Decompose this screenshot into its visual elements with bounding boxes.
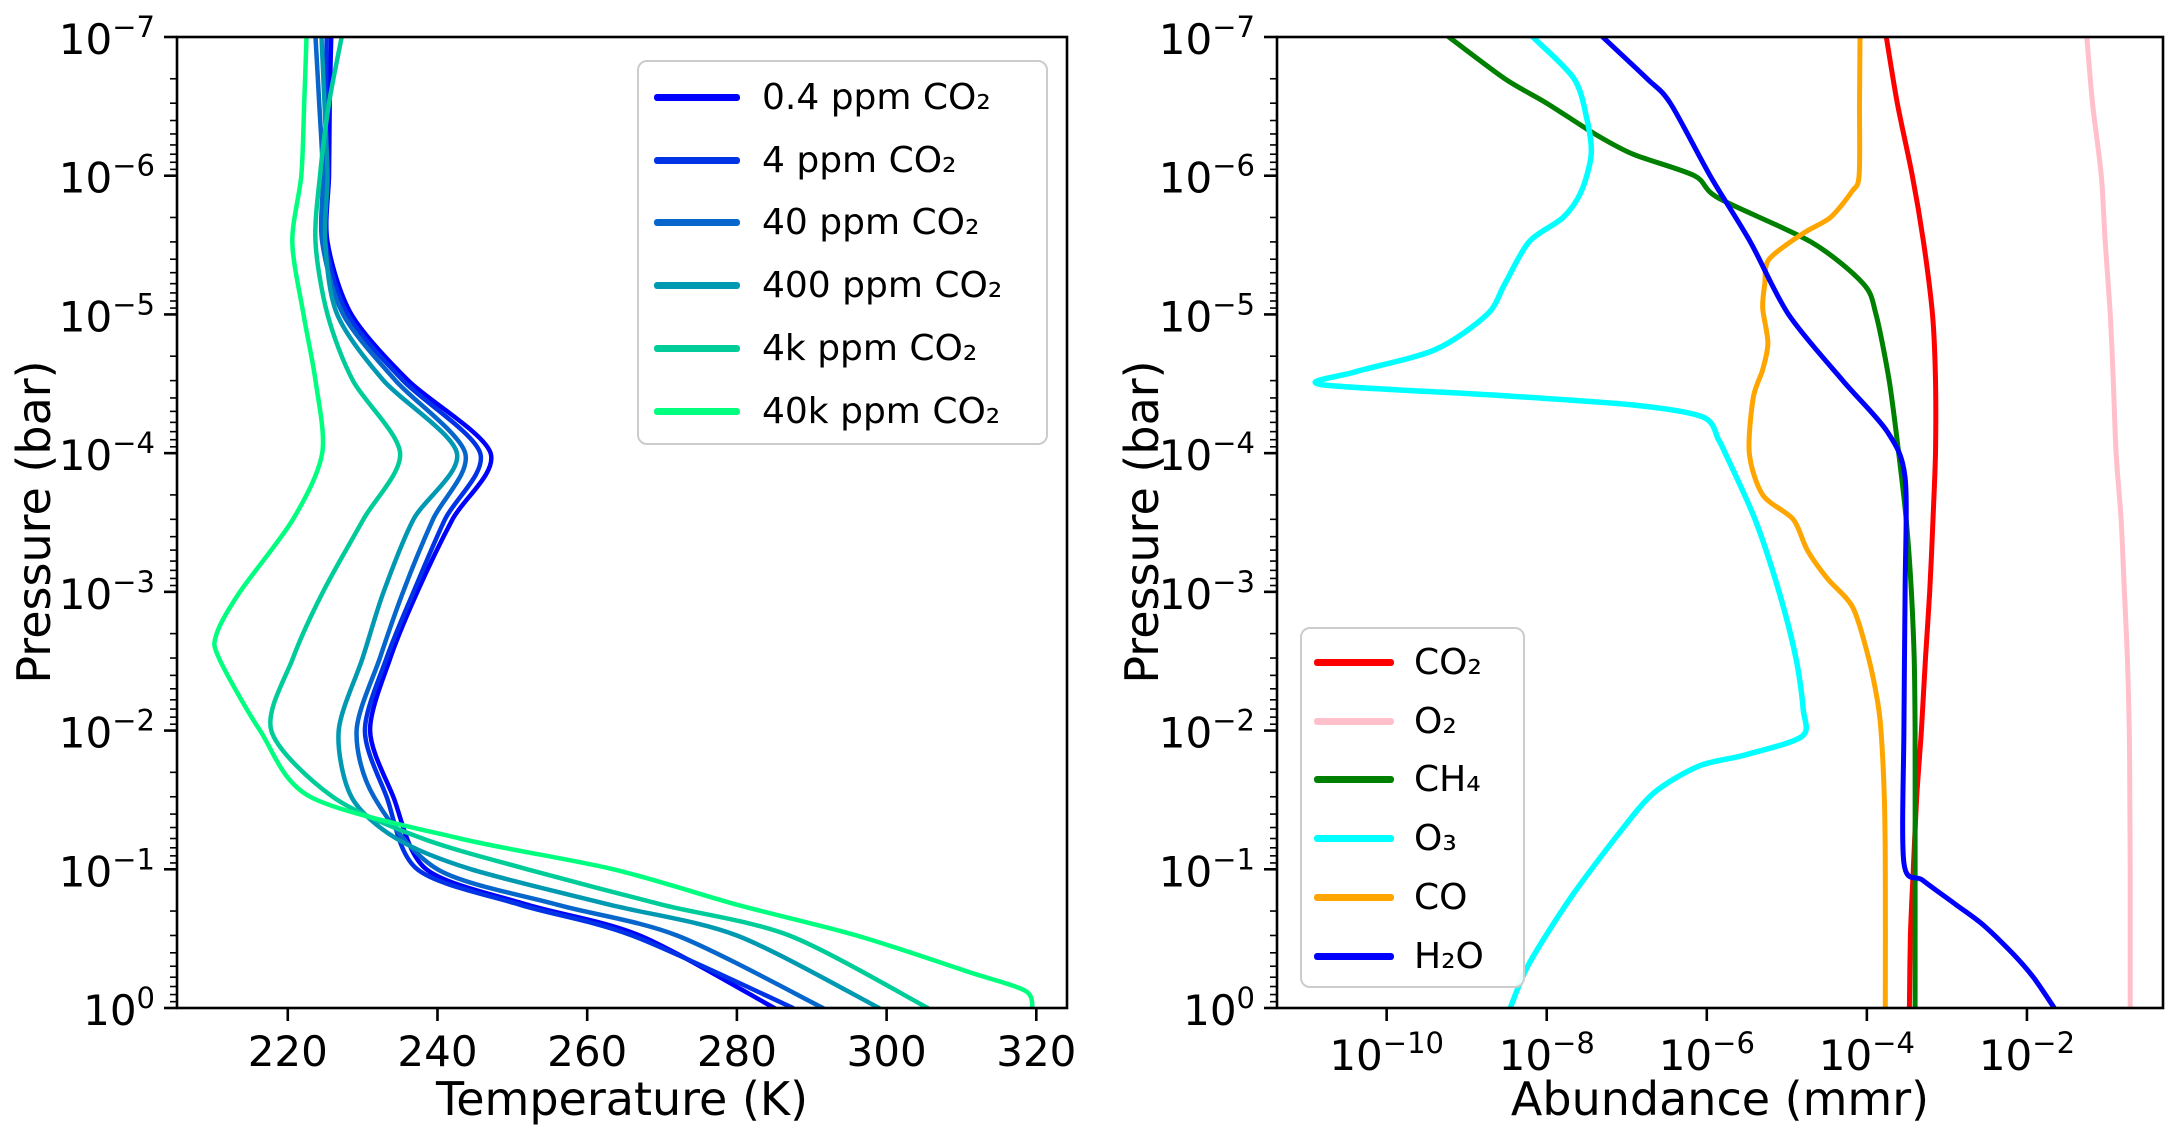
- legend-item-co-: CO₂: [1302, 633, 1523, 692]
- legend-item-0-4-ppm-co-: 0.4 ppm CO₂: [639, 66, 1046, 129]
- x-tick-label: 10−10: [1329, 1026, 1444, 1080]
- legend-swatch: [654, 93, 740, 101]
- y-tick-label: 10−4: [1159, 426, 1255, 480]
- y-tick-label: 10−6: [59, 149, 155, 203]
- series-line-co: [1746, 37, 1888, 1008]
- legend-item-co: CO: [1302, 868, 1523, 927]
- legend-label: 400 ppm CO₂: [762, 265, 1003, 307]
- x-tick-label: 320: [996, 1027, 1076, 1076]
- legend-label: 4k ppm CO₂: [762, 328, 978, 370]
- series-line-o-: [1312, 37, 1810, 1008]
- series-line-400-ppm-co-: [319, 37, 882, 1008]
- legend-swatch: [1314, 894, 1394, 902]
- y-tick-label: 10−2: [1159, 704, 1255, 758]
- legend-label: CO₂: [1414, 641, 1482, 683]
- x-tick-label: 260: [547, 1027, 627, 1076]
- legend-co2-amounts: 0.4 ppm CO₂ 4 ppm CO₂ 40 ppm CO₂ 400 ppm CO…: [637, 60, 1048, 445]
- x-tick-label: 300: [847, 1027, 927, 1076]
- legend-label: 4 ppm CO₂: [762, 139, 957, 181]
- y-tick-label: 10−5: [59, 287, 155, 341]
- x-tick-label: 240: [397, 1027, 477, 1076]
- legend-swatch: [654, 407, 740, 415]
- series-line-40-ppm-co-: [313, 37, 826, 1008]
- series-line-o-: [2084, 37, 2133, 1008]
- y-tick-label: 10−1: [1159, 842, 1255, 896]
- legend-swatch: [1314, 835, 1394, 843]
- legend-label: 0.4 ppm CO₂: [762, 76, 991, 118]
- legend-swatch: [1314, 776, 1394, 784]
- axes-frame: [1275, 35, 2165, 1010]
- y-tick-label: 10−3: [59, 565, 155, 619]
- x-axis-label-temperature: Temperature (K): [435, 1072, 809, 1126]
- legend-label: CH₄: [1414, 759, 1481, 801]
- y-tick-label: 10−2: [59, 704, 155, 758]
- legend-swatch: [1314, 717, 1394, 725]
- series-line-4k-ppm-co-: [268, 37, 931, 1008]
- legend-item-o-: O₃: [1302, 809, 1523, 868]
- y-tick-label: 100: [83, 981, 155, 1035]
- panel-abundance: 10−7 10−6 10−5 10−4 10−3 10−2 10−1 100 10−10 10−8…: [1159, 10, 2165, 1080]
- legend-swatch: [654, 219, 740, 227]
- legend-item-400-ppm-co-: 400 ppm CO₂: [639, 254, 1046, 317]
- axes-frame: [175, 35, 1069, 1010]
- legend-item-40-ppm-co-: 40 ppm CO₂: [639, 192, 1046, 255]
- x-tick-label: 10−6: [1659, 1026, 1755, 1080]
- y-tick-label: 10−7: [59, 10, 155, 64]
- x-tick-label: 220: [248, 1027, 328, 1076]
- y-tick-label: 10−5: [1159, 287, 1255, 341]
- legend-item-4-ppm-co-: 4 ppm CO₂: [639, 129, 1046, 192]
- legend-species: CO₂ O₂ CH₄ O₃ CO H₂O: [1300, 627, 1525, 988]
- series-line-40k-ppm-co-: [212, 37, 1035, 1008]
- y-tick-label: 10−7: [1159, 10, 1255, 64]
- x-axis-label-abundance: Abundance (mmr): [1510, 1072, 1930, 1126]
- legend-item-o-: O₂: [1302, 692, 1523, 751]
- legend-swatch: [1314, 952, 1394, 960]
- y-axis-label-pressure-right: Pressure (bar): [1115, 360, 1169, 684]
- y-axis-label-pressure-left: Pressure (bar): [7, 360, 61, 684]
- y-tick-label: 10−4: [59, 426, 155, 480]
- legend-item-h-o: H₂O: [1302, 927, 1523, 986]
- legend-label: CO: [1414, 877, 1468, 919]
- series-line-h-o: [1600, 37, 2057, 1008]
- x-tick-label: 10−2: [1979, 1026, 2075, 1080]
- series-line-ch-: [1446, 37, 1918, 1008]
- legend-swatch: [654, 282, 740, 290]
- legend-swatch: [654, 156, 740, 164]
- legend-swatch: [654, 345, 740, 353]
- legend-item-ch-: CH₄: [1302, 751, 1523, 810]
- legend-label: H₂O: [1414, 935, 1484, 977]
- y-tick-label: 10−3: [1159, 565, 1255, 619]
- y-tick-label: 10−6: [1159, 149, 1255, 203]
- legend-label: O₂: [1414, 700, 1457, 742]
- legend-swatch: [1314, 658, 1394, 666]
- y-tick-label: 100: [1183, 981, 1255, 1035]
- legend-label: 40k ppm CO₂: [762, 390, 1001, 432]
- legend-label: 40 ppm CO₂: [762, 202, 980, 244]
- legend-item-4k-ppm-co-: 4k ppm CO₂: [639, 317, 1046, 380]
- legend-label: O₃: [1414, 818, 1457, 860]
- x-tick-label: 280: [697, 1027, 777, 1076]
- series-line-co-: [1883, 37, 1939, 1008]
- y-tick-label: 10−1: [59, 842, 155, 896]
- legend-item-40k-ppm-co-: 40k ppm CO₂: [639, 380, 1046, 443]
- x-tick-label: 10−8: [1499, 1026, 1595, 1080]
